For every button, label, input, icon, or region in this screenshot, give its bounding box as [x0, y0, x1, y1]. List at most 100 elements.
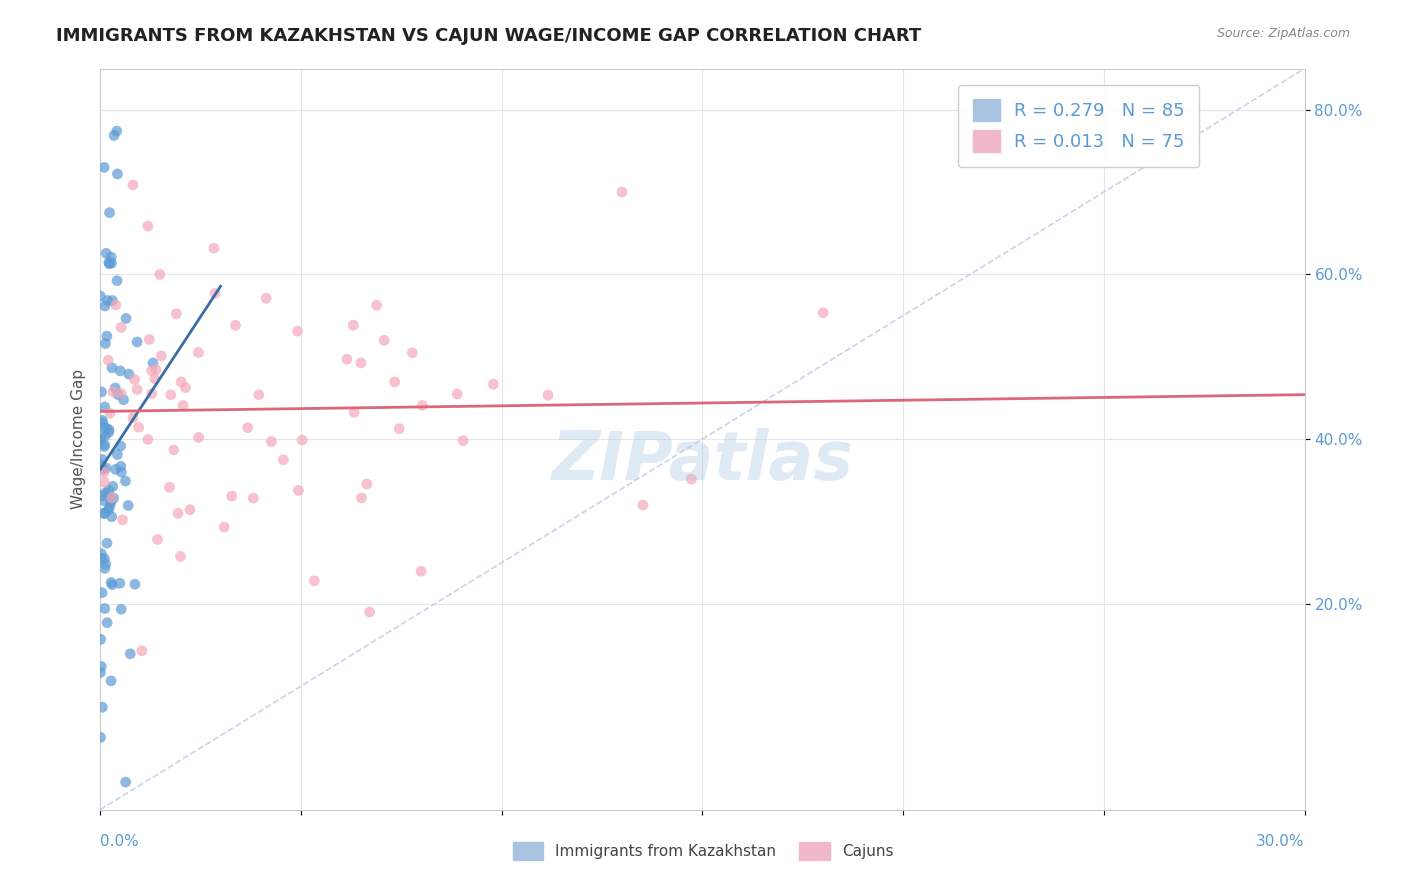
Point — [350, 356, 373, 370]
Point — [204, 286, 226, 301]
Point — [138, 333, 160, 347]
Point — [149, 268, 172, 282]
Point — [93, 465, 115, 479]
Point — [187, 430, 209, 444]
Point — [91, 413, 114, 427]
Point — [174, 381, 197, 395]
Point — [101, 578, 124, 592]
Point — [159, 388, 181, 402]
Point — [97, 255, 120, 269]
Point — [91, 416, 114, 430]
Point — [224, 318, 246, 333]
Point — [91, 700, 114, 714]
Point — [115, 311, 138, 326]
Point — [97, 353, 120, 368]
Point — [91, 489, 114, 503]
Text: 0.0%: 0.0% — [100, 834, 139, 849]
Point — [101, 384, 124, 399]
Point — [93, 420, 115, 434]
Point — [89, 289, 111, 303]
Point — [150, 349, 173, 363]
Point — [96, 329, 118, 343]
Point — [236, 421, 259, 435]
Point — [114, 474, 136, 488]
Text: Source: ZipAtlas.com: Source: ZipAtlas.com — [1216, 27, 1350, 40]
Point — [110, 320, 132, 334]
Point — [343, 405, 366, 419]
Point — [107, 387, 129, 401]
Point — [111, 513, 134, 527]
Point — [90, 431, 112, 445]
Point — [93, 493, 115, 508]
Point — [105, 274, 128, 288]
Legend: Immigrants from Kazakhstan, Cajuns: Immigrants from Kazakhstan, Cajuns — [506, 836, 900, 866]
Point — [273, 452, 295, 467]
Point — [451, 434, 474, 448]
Point — [93, 507, 115, 521]
Point — [537, 388, 560, 402]
Point — [96, 536, 118, 550]
Point — [142, 356, 165, 370]
Point — [105, 448, 128, 462]
Point — [242, 491, 264, 505]
Point — [163, 442, 186, 457]
Point — [100, 509, 122, 524]
Point — [101, 360, 124, 375]
Point — [94, 486, 117, 500]
Point — [90, 433, 112, 447]
Point — [125, 334, 148, 349]
Point — [254, 291, 277, 305]
Point — [411, 564, 433, 578]
Point — [342, 318, 364, 333]
Point — [631, 498, 654, 512]
Point — [91, 585, 114, 599]
Point — [105, 124, 128, 138]
Point — [212, 520, 235, 534]
Point — [93, 400, 115, 414]
Point — [384, 375, 406, 389]
Point — [336, 352, 359, 367]
Point — [96, 293, 118, 308]
Point — [141, 364, 163, 378]
Point — [359, 605, 381, 619]
Point — [813, 306, 835, 320]
Point — [117, 499, 139, 513]
Point — [96, 615, 118, 630]
Point — [100, 250, 122, 264]
Point — [122, 410, 145, 425]
Point — [93, 437, 115, 451]
Point — [401, 346, 423, 360]
Point — [104, 462, 127, 476]
Point — [98, 205, 121, 219]
Point — [100, 256, 122, 270]
Point — [260, 434, 283, 449]
Point — [388, 422, 411, 436]
Point — [287, 483, 309, 498]
Point — [104, 381, 127, 395]
Point — [136, 219, 159, 233]
Point — [482, 377, 505, 392]
Point — [94, 428, 117, 442]
Point — [127, 383, 149, 397]
Point — [103, 491, 125, 505]
Point — [103, 128, 125, 143]
Point — [89, 665, 111, 680]
Point — [97, 425, 120, 440]
Point — [221, 489, 243, 503]
Point — [98, 406, 121, 420]
Point — [681, 472, 703, 486]
Point — [90, 552, 112, 566]
Point — [287, 324, 309, 338]
Point — [94, 561, 117, 575]
Point — [90, 659, 112, 673]
Point — [91, 452, 114, 467]
Point — [120, 647, 142, 661]
Point — [107, 167, 129, 181]
Point — [100, 673, 122, 688]
Point — [356, 477, 378, 491]
Point — [93, 551, 115, 566]
Point — [411, 399, 433, 413]
Point — [110, 439, 132, 453]
Point — [98, 423, 121, 437]
Point — [350, 491, 373, 505]
